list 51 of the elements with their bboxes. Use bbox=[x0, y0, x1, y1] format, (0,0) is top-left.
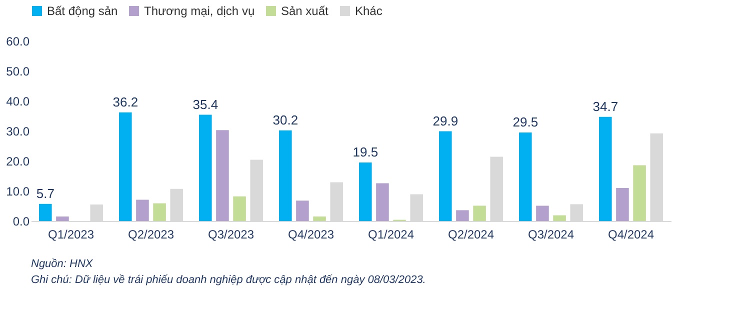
data-label: 29.9 bbox=[432, 113, 458, 128]
x-tick-label: Q2/2024 bbox=[448, 228, 494, 242]
bar bbox=[216, 130, 229, 221]
bar bbox=[536, 206, 549, 221]
x-tick-label: Q2/2023 bbox=[128, 228, 174, 242]
bar bbox=[473, 206, 486, 221]
data-label: 34.7 bbox=[592, 98, 618, 114]
y-tick-label: 40.0 bbox=[6, 94, 30, 108]
legend-label: Khác bbox=[355, 4, 382, 18]
bar bbox=[633, 165, 646, 221]
bar bbox=[136, 200, 149, 221]
bar bbox=[553, 215, 566, 221]
legend-label: Bất động sản bbox=[47, 4, 118, 18]
x-tick-label: Q4/2023 bbox=[288, 228, 334, 242]
bar bbox=[439, 131, 452, 221]
y-tick-label: 20.0 bbox=[6, 154, 30, 168]
bar bbox=[296, 200, 309, 221]
x-tick-label: Q1/2023 bbox=[48, 228, 94, 242]
bar bbox=[359, 162, 372, 221]
bar bbox=[376, 183, 389, 221]
bar bbox=[279, 130, 292, 221]
bar bbox=[199, 114, 212, 221]
data-label: 19.5 bbox=[352, 144, 378, 160]
x-tick-label: Q4/2024 bbox=[608, 228, 654, 242]
data-label: 30.2 bbox=[272, 112, 298, 128]
y-tick-label: 10.0 bbox=[6, 184, 30, 198]
y-tick-label: 0.0 bbox=[12, 214, 30, 228]
data-label: 5.7 bbox=[36, 186, 54, 201]
text: Ghi chú: Dữ liệu về trái phiếu doanh nghiệp được cập nhật đến ngày 08/03/2023. bbox=[31, 274, 426, 286]
y-tick-label: 60.0 bbox=[6, 34, 30, 48]
x-tick-label: Q3/2024 bbox=[528, 228, 574, 242]
y-tick-label: 50.0 bbox=[6, 64, 30, 78]
bar bbox=[56, 216, 69, 221]
bar bbox=[153, 203, 166, 221]
y-tick-label: 30.0 bbox=[6, 124, 30, 138]
bar bbox=[313, 216, 326, 221]
bar bbox=[233, 196, 246, 221]
data-label: 29.5 bbox=[512, 114, 538, 130]
bar bbox=[119, 112, 132, 221]
bar bbox=[39, 204, 52, 221]
bar bbox=[456, 210, 469, 221]
text: Nguồn: HNX bbox=[31, 258, 94, 270]
bar bbox=[599, 116, 612, 221]
data-label: 36.2 bbox=[112, 94, 138, 110]
bar bbox=[519, 132, 532, 221]
legend-label: Thương mại, dịch vụ bbox=[144, 4, 255, 18]
x-tick-label: Q3/2023 bbox=[208, 228, 254, 242]
x-tick-label: Q1/2024 bbox=[368, 228, 414, 242]
bar bbox=[616, 188, 629, 221]
legend-label: Sản xuất bbox=[281, 4, 330, 18]
data-label: 35.4 bbox=[192, 96, 218, 112]
